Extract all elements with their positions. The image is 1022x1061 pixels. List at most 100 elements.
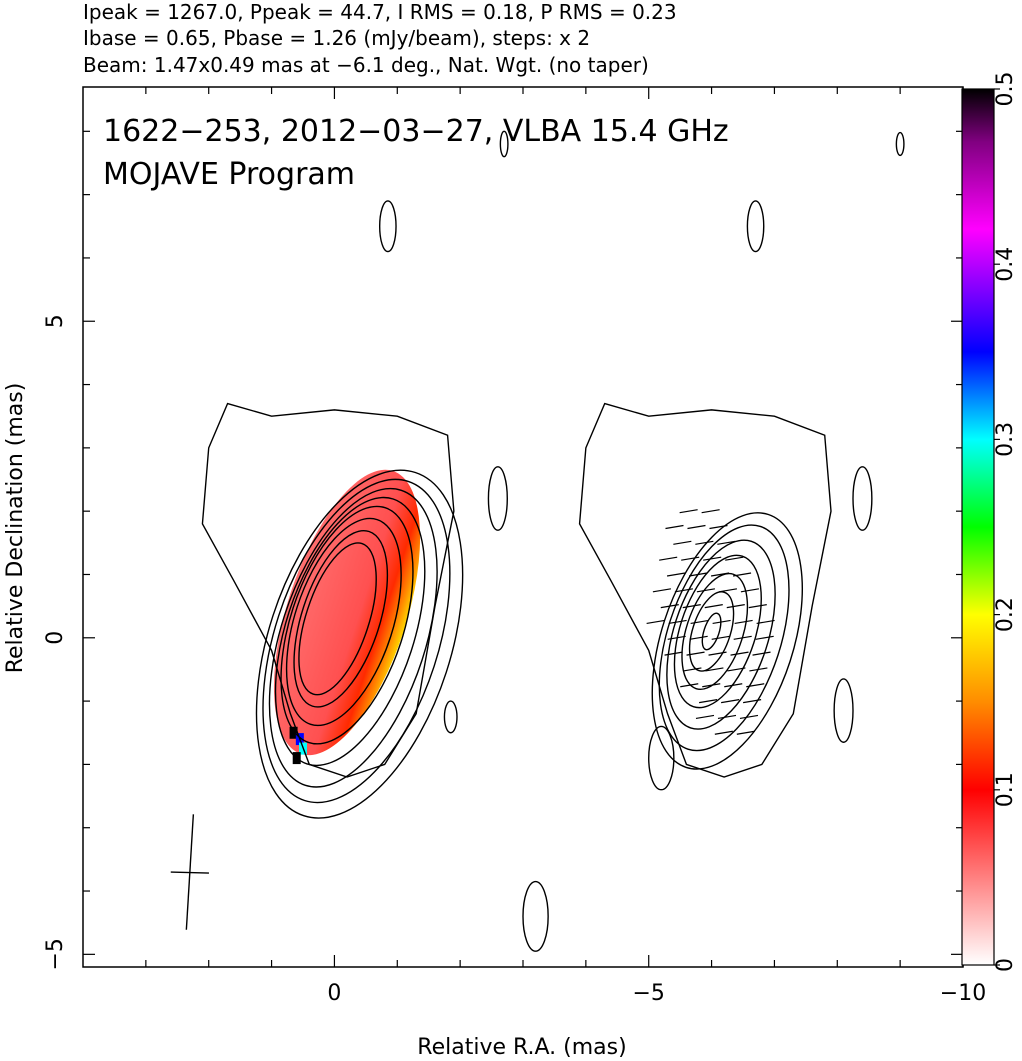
evpa-stick	[717, 540, 736, 545]
evpa-stick	[689, 635, 708, 640]
plot-content	[170, 130, 905, 952]
evpa-stick	[739, 714, 759, 720]
contour-line	[681, 572, 749, 691]
evpa-stick	[755, 635, 774, 640]
evpa-stick	[701, 509, 720, 514]
colorbar-tick-label: 0.1	[993, 772, 1018, 807]
colorbar-tick-label: 0.3	[993, 422, 1018, 457]
evpa-stick	[721, 699, 740, 704]
plot-subtitle: MOJAVE Program	[103, 157, 355, 192]
colorbar-tick-label: 0	[993, 958, 1018, 972]
evpa-stick	[743, 699, 762, 704]
noise-contour	[487, 466, 508, 531]
contour-line	[666, 539, 776, 730]
plot-border	[82, 86, 964, 968]
evpa-stick	[690, 619, 709, 625]
evpa-stick	[681, 556, 700, 561]
intensity-contours	[201, 402, 464, 819]
evpa-stick	[686, 651, 705, 656]
beam-marker	[170, 814, 209, 930]
header-line-3: Beam: 1.47x0.49 mas at −6.1 deg., Nat. W…	[83, 53, 649, 77]
polarized-intensity-contours	[578, 402, 832, 778]
contour-line	[262, 478, 451, 804]
evpa-stick	[652, 588, 672, 593]
noise-contour	[648, 725, 675, 791]
evpa-stick	[708, 651, 727, 656]
evpa-stick	[736, 730, 755, 735]
x-tick-label: −10	[940, 981, 986, 1006]
evpa-stick	[702, 683, 721, 688]
contour-line	[280, 505, 414, 745]
noise-contour	[499, 130, 509, 158]
plot-title: 1622−253, 2012−03−27, VLBA 15.4 GHz	[103, 114, 729, 149]
contour-line	[268, 487, 438, 788]
evpa-stick	[727, 667, 746, 672]
evpa-stick	[749, 667, 768, 672]
evpa-stick	[680, 683, 699, 688]
outer-contour	[578, 402, 832, 778]
evpa-stick	[664, 651, 683, 656]
evpa-stick	[756, 619, 775, 625]
colorbar: 0 0.1 0.2 0.3 0.4 0.5	[961, 72, 1018, 972]
noise-contour	[746, 200, 765, 253]
evpa-stick	[746, 683, 765, 688]
evpa-stick	[688, 572, 708, 577]
beam-minor-axis	[170, 871, 209, 874]
fpol-pixel	[289, 726, 298, 739]
x-tick-label: −5	[632, 981, 664, 1006]
evpa-stick	[717, 714, 737, 720]
evpa-stick	[666, 572, 686, 577]
evpa-stick	[683, 667, 702, 672]
outer-contour	[201, 402, 455, 778]
evpa-stick	[646, 619, 665, 625]
evpa-stick	[725, 556, 744, 561]
contour-line	[688, 591, 735, 672]
colorbar-tick-label: 0.4	[993, 247, 1018, 282]
y-tick-label: 5	[43, 314, 68, 328]
contour-line	[285, 517, 402, 727]
evpa-stick	[711, 635, 730, 640]
x-tick-label: 0	[327, 981, 341, 1006]
evpa-stick	[660, 604, 679, 609]
axis-ticks: 0 −5 −10 5 0 −5	[43, 87, 986, 1006]
evpa-stick	[740, 588, 760, 593]
contour-line	[658, 524, 790, 752]
evpa-stick	[730, 651, 749, 656]
evpa-stick	[699, 699, 718, 704]
x-axis-label: Relative R.A. (mas)	[417, 1035, 626, 1060]
evpa-stick	[724, 683, 743, 688]
evpa-sticks	[646, 509, 775, 735]
evpa-stick	[667, 635, 686, 640]
evpa-stick	[734, 619, 753, 625]
y-tick-label: 0	[43, 631, 68, 645]
contour-line	[701, 612, 722, 651]
evpa-stick	[726, 604, 745, 609]
evpa-stick	[732, 572, 752, 577]
noise-islands	[378, 130, 905, 952]
evpa-stick	[665, 524, 684, 530]
evpa-stick	[696, 588, 716, 593]
evpa-stick	[673, 540, 692, 545]
contour-line	[293, 529, 389, 708]
y-tick-label: −5	[43, 938, 68, 970]
evpa-stick	[668, 619, 687, 625]
evpa-stick	[679, 509, 698, 514]
evpa-stick	[710, 572, 730, 577]
evpa-stick	[695, 714, 715, 720]
evpa-stick	[687, 524, 706, 530]
evpa-stick	[748, 604, 767, 609]
noise-contour	[522, 880, 549, 952]
fpol-region	[273, 469, 421, 756]
y-axis-label: Relative Declination (mas)	[3, 383, 28, 674]
contour-line	[255, 469, 464, 819]
evpa-stick	[733, 635, 752, 640]
evpa-stick	[752, 651, 771, 656]
contour-line	[673, 554, 762, 709]
noise-contour	[895, 131, 905, 157]
evpa-stick	[709, 524, 728, 530]
colorbar-tick-label: 0.2	[993, 597, 1018, 632]
evpa-stick	[659, 556, 678, 561]
noise-contour	[443, 700, 458, 734]
evpa-stick	[714, 730, 733, 735]
